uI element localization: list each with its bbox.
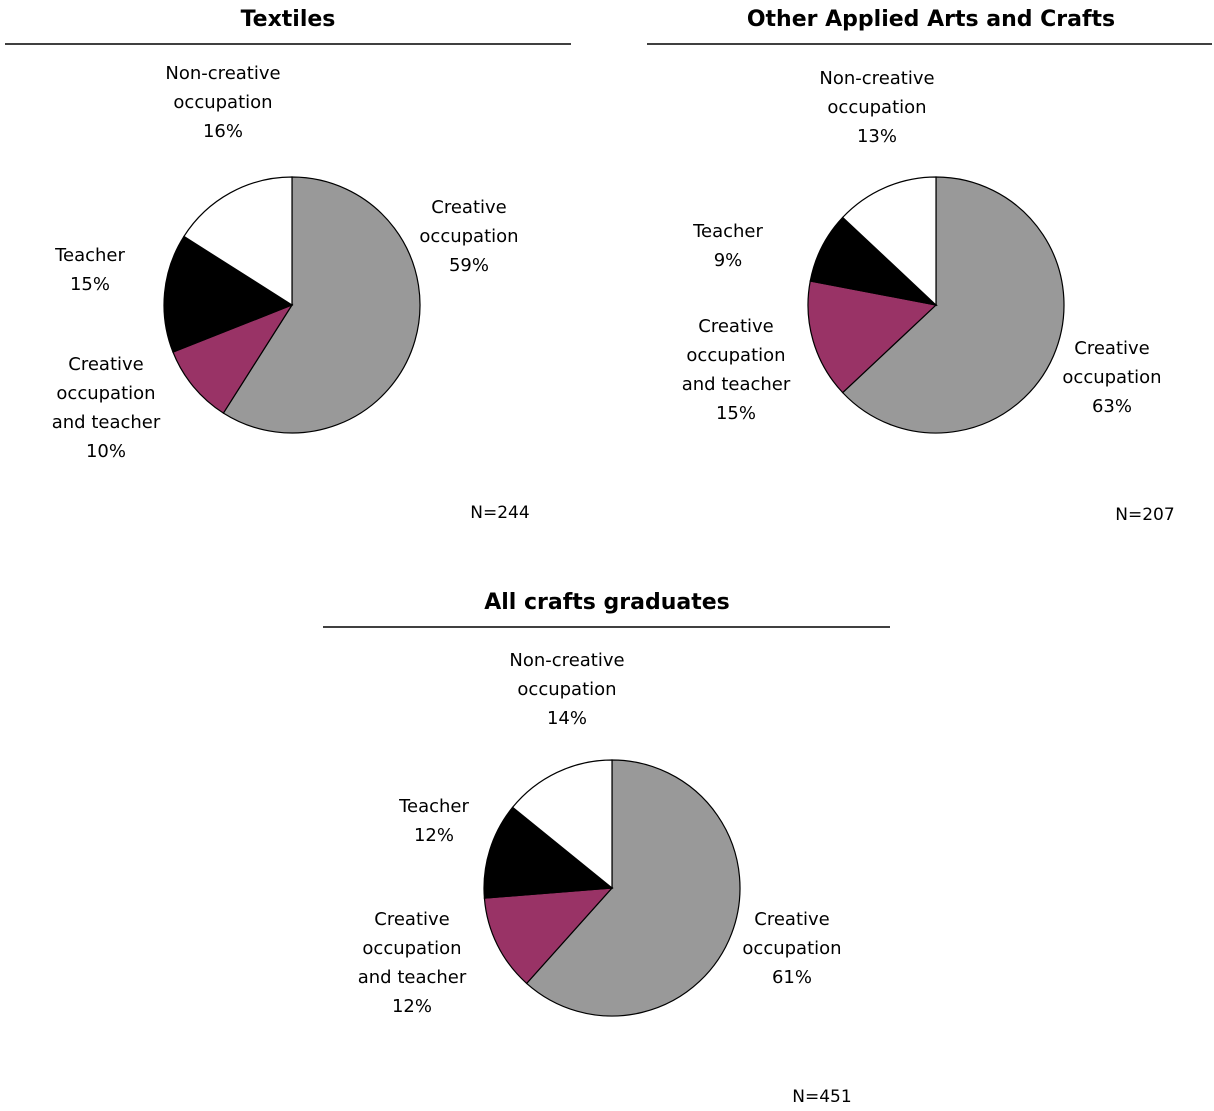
sample-size-label: N=451 <box>792 1087 851 1107</box>
slice-label-creative: Creative occupation 63% <box>1062 338 1161 417</box>
label-pct: 10% <box>86 441 126 462</box>
label-line: Non-creative <box>165 63 280 84</box>
label-line: occupation <box>517 679 616 700</box>
label-pct: 59% <box>449 255 489 276</box>
label-line: occupation <box>362 938 461 959</box>
slice-label-teacher: Teacher 12% <box>398 796 469 846</box>
slice-label-creative: Creative occupation 61% <box>742 909 841 988</box>
label-pct: 13% <box>857 126 897 147</box>
label-line: occupation <box>56 383 155 404</box>
pie-slices <box>484 760 740 1016</box>
slice-label-non-creative: Non-creative occupation 16% <box>165 63 280 142</box>
label-pct: 16% <box>203 121 243 142</box>
slice-label-non-creative: Non-creative occupation 14% <box>509 650 624 729</box>
slice-label-creative: Creative occupation 59% <box>419 197 518 276</box>
label-line: occupation <box>1062 367 1161 388</box>
label-pct: 12% <box>414 825 454 846</box>
label-pct: 15% <box>716 403 756 424</box>
label-line: occupation <box>686 345 785 366</box>
chart-title: Textiles <box>241 7 336 32</box>
sample-size-label: N=207 <box>1115 505 1174 525</box>
chart-textiles: Textiles Non-creative occupation 16% Cre… <box>5 7 571 523</box>
label-line: Creative <box>1074 338 1149 359</box>
slice-label-creative-and-teacher: Creative occupation and teacher 15% <box>682 316 791 424</box>
label-line: occupation <box>742 938 841 959</box>
label-line: Non-creative <box>509 650 624 671</box>
label-line: occupation <box>419 226 518 247</box>
label-line: Creative <box>754 909 829 930</box>
chart-other-applied-arts: Other Applied Arts and Crafts Non-creati… <box>647 7 1212 525</box>
slice-label-teacher: Teacher 9% <box>692 221 763 271</box>
chart-title: Other Applied Arts and Crafts <box>747 7 1115 32</box>
label-line: Teacher <box>54 245 125 266</box>
label-line: Teacher <box>398 796 469 817</box>
pie-slices <box>164 177 420 433</box>
label-line: Creative <box>68 354 143 375</box>
label-pct: 12% <box>392 996 432 1017</box>
label-line: Teacher <box>692 221 763 242</box>
label-pct: 15% <box>70 274 110 295</box>
label-line: and teacher <box>52 412 161 433</box>
label-line: Creative <box>698 316 773 337</box>
slice-label-creative-and-teacher: Creative occupation and teacher 10% <box>52 354 161 462</box>
label-line: occupation <box>173 92 272 113</box>
chart-title: All crafts graduates <box>484 590 730 615</box>
label-line: occupation <box>827 97 926 118</box>
slice-label-non-creative: Non-creative occupation 13% <box>819 68 934 147</box>
label-line: Creative <box>374 909 449 930</box>
sample-size-label: N=244 <box>470 503 529 523</box>
pie-slices <box>808 177 1064 433</box>
label-pct: 9% <box>714 250 743 271</box>
label-line: and teacher <box>358 967 467 988</box>
chart-all-crafts-graduates: All crafts graduates Non-creative occupa… <box>323 590 890 1107</box>
slice-label-teacher: Teacher 15% <box>54 245 125 295</box>
label-line: Non-creative <box>819 68 934 89</box>
label-pct: 14% <box>547 708 587 729</box>
label-line: Creative <box>431 197 506 218</box>
slice-label-creative-and-teacher: Creative occupation and teacher 12% <box>358 909 467 1017</box>
label-pct: 63% <box>1092 396 1132 417</box>
label-line: and teacher <box>682 374 791 395</box>
label-pct: 61% <box>772 967 812 988</box>
